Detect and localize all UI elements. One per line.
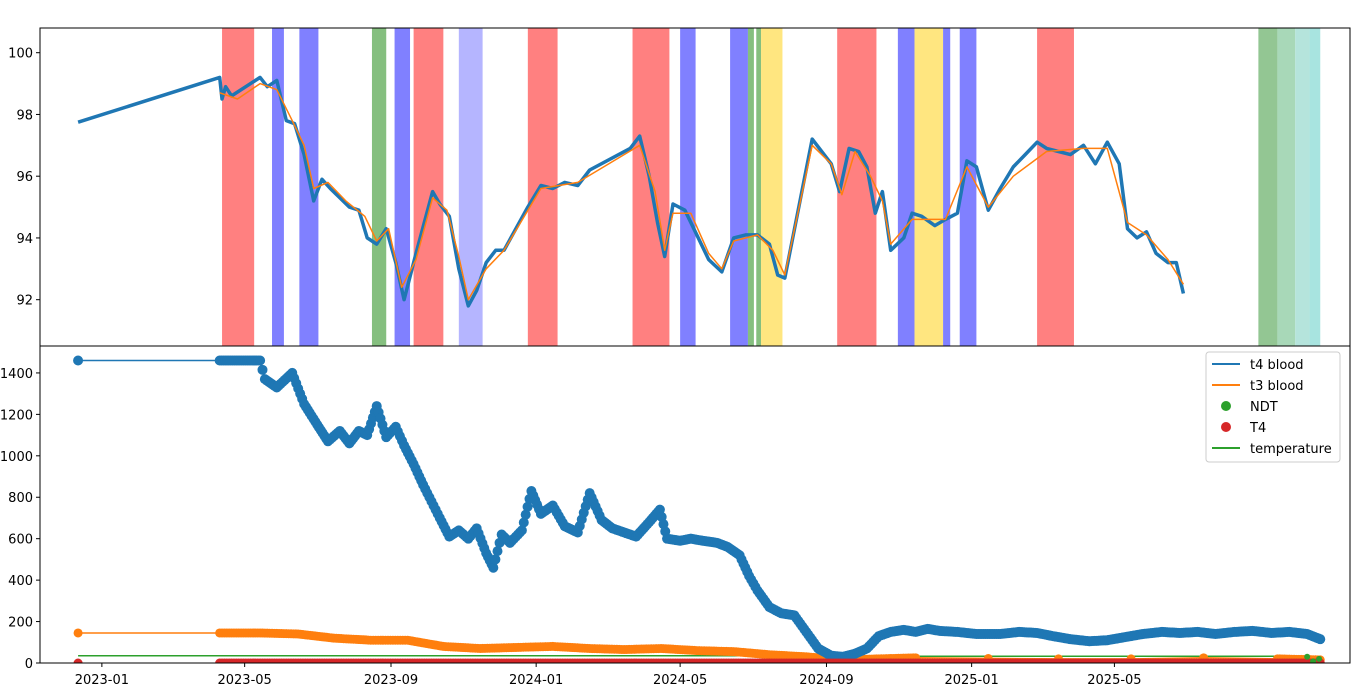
- bottom-plot-area: [73, 355, 1326, 663]
- series-point-t4-blood: [1315, 634, 1326, 645]
- legend-box: [1205, 351, 1341, 463]
- series-point-t4-blood: [73, 355, 84, 366]
- series-line-t4-blood: [78, 359, 1321, 658]
- shaded-span: [1295, 28, 1310, 346]
- series-line-smoothed: [219, 82, 1185, 301]
- series-point-t3-blood: [73, 628, 83, 638]
- shaded-span: [959, 28, 977, 346]
- x-tick-label: 2024-05: [653, 673, 707, 688]
- series-point-NDT: [1310, 658, 1317, 663]
- shaded-span: [761, 28, 783, 346]
- series-point-t4-blood: [490, 554, 501, 565]
- shaded-span: [730, 28, 748, 346]
- x-tick-label: 2025-05: [1087, 673, 1141, 688]
- series-point-t4-blood: [492, 546, 503, 557]
- series-point-t4-blood: [520, 509, 531, 520]
- legend-label: t3 blood: [1250, 379, 1304, 394]
- shaded-span: [371, 28, 387, 346]
- y-tick-label: 96: [16, 170, 33, 185]
- legend-swatch-marker: [1221, 422, 1231, 432]
- series-point-NDT: [1304, 653, 1311, 660]
- y-tick-label: 1000: [0, 450, 33, 465]
- legend-label: t4 blood: [1250, 358, 1304, 373]
- shaded-span: [1277, 28, 1296, 346]
- y-tick-label: 400: [8, 574, 33, 589]
- legend-swatch-marker: [1221, 401, 1231, 411]
- top-plot-area: [77, 28, 1321, 346]
- x-tick-label: 2025-01: [944, 673, 998, 688]
- shaded-span: [299, 28, 319, 346]
- y-tick-label: 98: [16, 108, 33, 123]
- y-tick-label: 1400: [0, 367, 33, 382]
- shaded-span: [272, 28, 284, 346]
- shaded-span: [458, 28, 483, 346]
- series-line-raw: [77, 75, 1186, 308]
- shaded-span: [943, 28, 951, 346]
- shaded-span: [1037, 28, 1074, 346]
- bottom-axes-frame: [39, 345, 1351, 664]
- shaded-span: [1258, 28, 1278, 346]
- y-tick-label: 600: [8, 533, 33, 548]
- x-tick-label: 2023-09: [364, 673, 418, 688]
- shaded-span: [914, 28, 944, 346]
- legend-label: T4: [1249, 421, 1266, 436]
- series-point-t4-blood: [516, 525, 527, 536]
- series-point-NDT: [1316, 655, 1323, 662]
- shaded-span: [680, 28, 696, 346]
- y-tick-label: 0: [25, 657, 33, 672]
- y-tick-label: 94: [16, 232, 33, 247]
- legend-label: NDT: [1250, 400, 1278, 415]
- series-point-t4-blood: [522, 501, 533, 512]
- series-point-T4: [73, 658, 83, 663]
- shaded-span: [756, 28, 762, 346]
- series-point-t4-blood: [488, 562, 499, 573]
- x-tick-label: 2024-01: [509, 673, 563, 688]
- series-point-t4-blood: [257, 364, 268, 375]
- x-tick-label: 2024-09: [799, 673, 853, 688]
- shaded-span: [747, 28, 754, 346]
- y-tick-label: 1200: [0, 408, 33, 423]
- series-point-t4-blood: [255, 355, 266, 366]
- y-tick-label: 92: [16, 294, 33, 309]
- y-tick-label: 200: [8, 616, 33, 631]
- y-tick-label: 100: [8, 47, 33, 62]
- y-tick-label: 800: [8, 491, 33, 506]
- x-tick-label: 2023-01: [75, 673, 129, 688]
- x-tick-label: 2023-05: [217, 673, 271, 688]
- legend-label: temperature: [1250, 442, 1332, 457]
- shaded-span: [897, 28, 915, 346]
- series-point-t4-blood: [518, 517, 529, 528]
- shaded-span: [222, 28, 255, 346]
- shaded-span: [413, 28, 444, 346]
- shaded-span: [1309, 28, 1321, 346]
